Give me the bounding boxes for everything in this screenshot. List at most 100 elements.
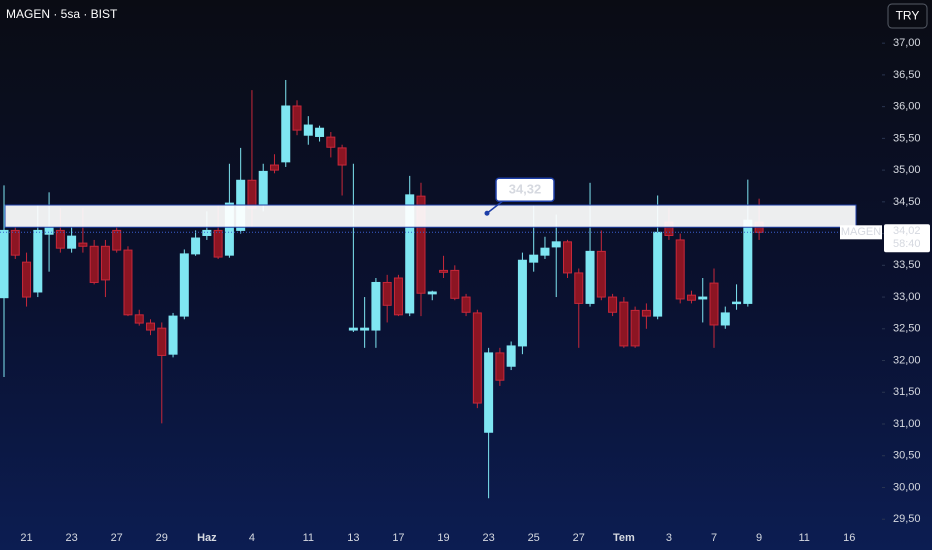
- candle-body: [732, 301, 742, 305]
- candle-body: [506, 345, 516, 367]
- x-tick-label: 4: [249, 532, 255, 544]
- candle-body: [484, 352, 494, 433]
- candle-body: [382, 281, 392, 306]
- candle-body: [540, 247, 550, 256]
- candle-body: [55, 229, 65, 249]
- candle-body: [574, 272, 584, 304]
- candle-body: [315, 127, 325, 137]
- candle-body: [450, 269, 460, 299]
- currency-label[interactable]: TRY: [896, 9, 920, 23]
- candle-body: [123, 249, 133, 316]
- y-tick-label: 32,00: [893, 354, 921, 366]
- y-tick-label: 36,50: [893, 69, 921, 81]
- candle-body: [720, 312, 730, 326]
- candle-body: [641, 309, 651, 317]
- y-tick-label: 33,50: [893, 259, 921, 271]
- y-tick-label: 35,00: [893, 164, 921, 176]
- candle-body: [360, 327, 370, 331]
- candle-body: [596, 250, 606, 298]
- x-tick-label: 23: [65, 532, 77, 544]
- x-tick-label: Tem: [613, 532, 635, 544]
- annotation-box: [495, 177, 555, 203]
- series-name-box: [840, 225, 882, 240]
- candle-body: [134, 314, 144, 324]
- candle-body: [439, 269, 449, 273]
- y-tick-label: 34,50: [893, 196, 921, 208]
- candle-body: [405, 194, 415, 314]
- candle-body: [630, 309, 640, 347]
- x-tick-label: 17: [392, 532, 404, 544]
- x-tick-label: 21: [20, 532, 32, 544]
- y-tick-label: 30,50: [893, 450, 921, 462]
- candle-body: [247, 179, 257, 209]
- zone: [4, 204, 857, 228]
- y-tick-label: 31,00: [893, 418, 921, 430]
- y-tick-label: 33,00: [893, 291, 921, 303]
- x-tick-label: 13: [347, 532, 359, 544]
- candle-body: [686, 294, 696, 301]
- candle-body: [551, 241, 561, 248]
- x-tick-label: Haz: [197, 532, 217, 544]
- candle-body: [179, 253, 189, 317]
- y-tick-label: 29,50: [893, 513, 921, 525]
- candle-body: [292, 105, 302, 131]
- x-tick-label: 29: [156, 532, 168, 544]
- x-tick-label: 7: [711, 532, 717, 544]
- candle-body: [416, 195, 426, 294]
- y-tick-label: 30,00: [893, 481, 921, 493]
- candle-body: [427, 291, 437, 295]
- candle-body: [585, 250, 595, 304]
- candle-body: [472, 312, 482, 404]
- candle-body: [461, 296, 471, 313]
- candle-body: [33, 229, 43, 293]
- candle-body: [563, 241, 572, 274]
- candle-body: [112, 229, 122, 251]
- x-tick-label: 25: [528, 532, 540, 544]
- candle-body: [348, 327, 358, 331]
- candle-body: [100, 245, 110, 281]
- candle-body: [337, 147, 347, 166]
- candle-body: [393, 277, 403, 316]
- annotation-label: 34,32: [509, 182, 542, 197]
- candle-body: [303, 124, 313, 136]
- candle-body: [517, 259, 527, 347]
- x-tick-label: 27: [573, 532, 585, 544]
- series-name: MAGEN: [841, 226, 881, 238]
- candle-body: [269, 164, 279, 171]
- y-tick-label: 31,50: [893, 386, 921, 398]
- y-tick-label: 32,50: [893, 323, 921, 335]
- candle-body: [224, 202, 234, 256]
- candle-body: [213, 229, 223, 258]
- candle-body: [168, 315, 178, 355]
- candle-body: [67, 235, 77, 249]
- chart-title: MAGEN · 5sa · BIST: [6, 7, 118, 21]
- y-tick-label: 35,50: [893, 132, 921, 144]
- currency-button[interactable]: [887, 3, 928, 29]
- y-tick-label: 36,00: [893, 101, 921, 113]
- candle-body: [619, 301, 629, 347]
- x-tick-label: 23: [482, 532, 494, 544]
- candle-body: [146, 322, 156, 331]
- candle-body: [78, 242, 88, 247]
- candle-body: [326, 136, 336, 148]
- candle-body: [157, 327, 167, 356]
- candle-body: [22, 261, 32, 298]
- candle-body: [10, 229, 20, 256]
- x-tick-label: 9: [756, 532, 762, 544]
- x-tick-label: 3: [666, 532, 672, 544]
- candle-body: [495, 352, 505, 381]
- x-tick-label: 27: [111, 532, 123, 544]
- x-tick-label: 11: [303, 532, 314, 544]
- annotation-point: [484, 210, 490, 216]
- candle-body: [44, 226, 54, 235]
- candle-body: [191, 237, 201, 255]
- candle-body: [281, 105, 291, 163]
- candle-body: [529, 254, 539, 263]
- candle-body: [202, 229, 212, 236]
- x-tick-label: 19: [437, 532, 449, 544]
- candle-body: [608, 296, 618, 313]
- x-tick-label: 11: [798, 532, 809, 544]
- candle-body: [675, 239, 685, 300]
- price-label: 34,02: [893, 225, 921, 237]
